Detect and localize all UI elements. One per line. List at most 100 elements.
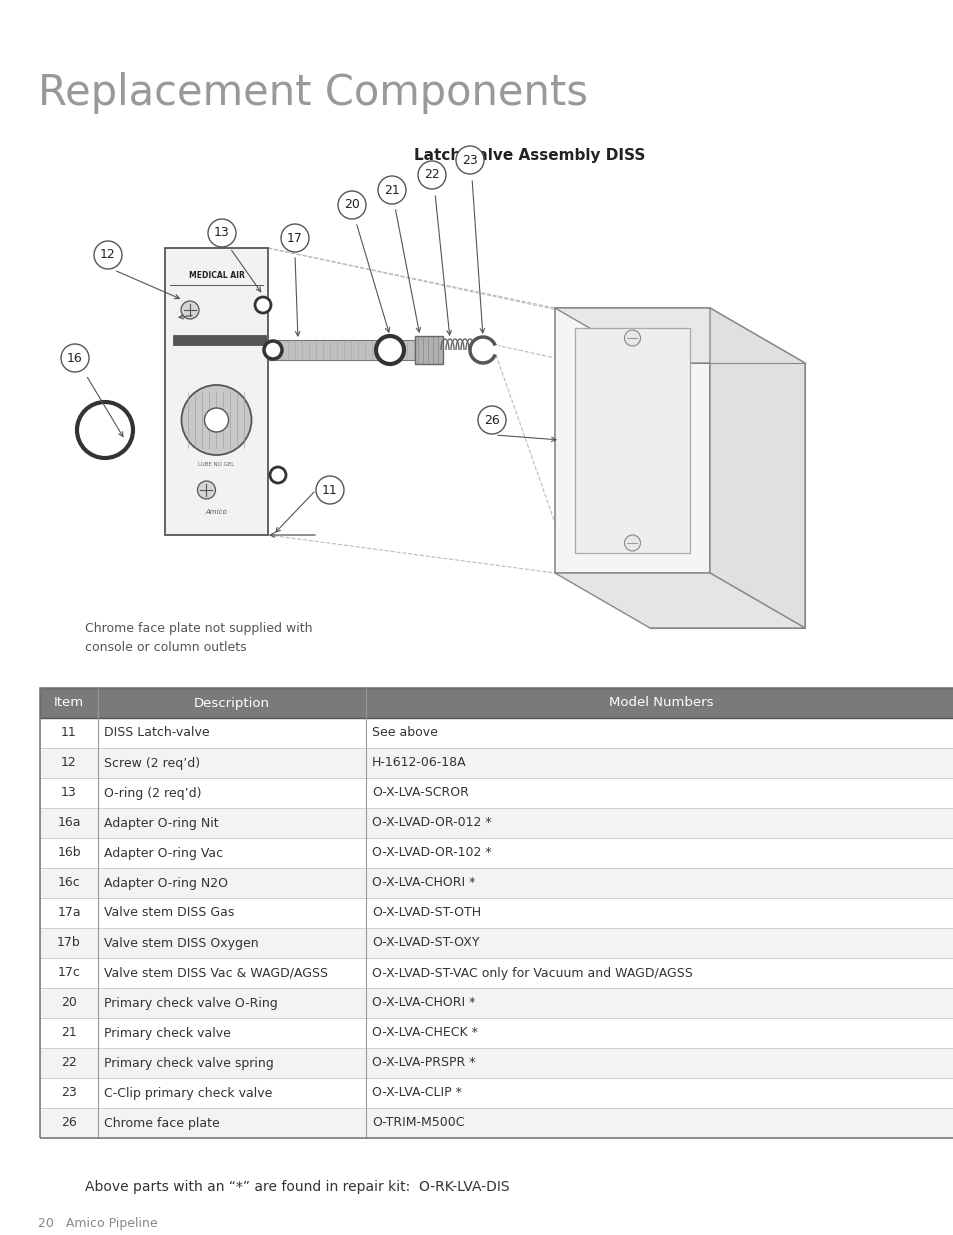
Text: Chrome face plate: Chrome face plate: [104, 1116, 219, 1130]
FancyBboxPatch shape: [172, 335, 266, 345]
Text: 12: 12: [61, 757, 77, 769]
Text: Description: Description: [193, 697, 270, 709]
Polygon shape: [555, 308, 804, 363]
Text: 26: 26: [61, 1116, 77, 1130]
FancyBboxPatch shape: [268, 340, 430, 359]
Text: 22: 22: [424, 168, 439, 182]
Text: 17: 17: [287, 231, 303, 245]
Text: O-X-LVA-CHECK *: O-X-LVA-CHECK *: [372, 1026, 477, 1040]
Text: 16b: 16b: [57, 846, 81, 860]
Text: Adapter O-ring Nit: Adapter O-ring Nit: [104, 816, 218, 830]
Text: Chrome face plate not supplied with
console or column outlets: Chrome face plate not supplied with cons…: [85, 622, 313, 655]
Text: 23: 23: [461, 153, 477, 167]
Circle shape: [204, 408, 229, 432]
Text: O-X-LVA-SCROR: O-X-LVA-SCROR: [372, 787, 468, 799]
FancyBboxPatch shape: [40, 688, 953, 718]
Circle shape: [94, 241, 122, 269]
FancyBboxPatch shape: [40, 927, 953, 958]
Text: O-X-LVAD-ST-OXY: O-X-LVAD-ST-OXY: [372, 936, 479, 950]
Circle shape: [254, 296, 271, 312]
Text: Amico: Amico: [206, 509, 227, 515]
Text: O-X-LVAD-OR-012 *: O-X-LVAD-OR-012 *: [372, 816, 491, 830]
FancyBboxPatch shape: [40, 778, 953, 808]
FancyBboxPatch shape: [40, 1108, 953, 1137]
Text: O-X-LVAD-ST-OTH: O-X-LVAD-ST-OTH: [372, 906, 480, 920]
Circle shape: [377, 177, 406, 204]
Text: 16: 16: [67, 352, 83, 364]
FancyBboxPatch shape: [40, 988, 953, 1018]
Text: DISS Latch-valve: DISS Latch-valve: [104, 726, 210, 740]
Text: Adapter O-ring N2O: Adapter O-ring N2O: [104, 877, 228, 889]
Text: See above: See above: [372, 726, 437, 740]
Text: MEDICAL AIR: MEDICAL AIR: [189, 270, 244, 279]
Circle shape: [477, 406, 505, 433]
Text: Screw (2 req’d): Screw (2 req’d): [104, 757, 200, 769]
FancyBboxPatch shape: [40, 1018, 953, 1049]
Polygon shape: [709, 308, 804, 629]
FancyBboxPatch shape: [40, 958, 953, 988]
Text: 26: 26: [483, 414, 499, 426]
Text: O-X-LVA-PRSPR *: O-X-LVA-PRSPR *: [372, 1056, 475, 1070]
Text: 20   Amico Pipeline: 20 Amico Pipeline: [38, 1216, 157, 1230]
FancyBboxPatch shape: [415, 336, 442, 364]
Text: 16a: 16a: [57, 816, 81, 830]
Circle shape: [270, 467, 286, 483]
Circle shape: [181, 301, 199, 319]
Text: Primary check valve: Primary check valve: [104, 1026, 231, 1040]
Circle shape: [470, 337, 496, 363]
Text: O-TRIM-M500C: O-TRIM-M500C: [372, 1116, 464, 1130]
Circle shape: [417, 161, 446, 189]
FancyBboxPatch shape: [40, 868, 953, 898]
Circle shape: [61, 345, 89, 372]
Circle shape: [456, 146, 483, 174]
Text: 12: 12: [100, 248, 115, 262]
Text: O-X-LVA-CHORI *: O-X-LVA-CHORI *: [372, 997, 475, 1009]
Text: O-X-LVA-CLIP *: O-X-LVA-CLIP *: [372, 1087, 461, 1099]
Text: Item: Item: [54, 697, 84, 709]
Text: Replacement Components: Replacement Components: [38, 72, 587, 114]
Text: 16c: 16c: [57, 877, 80, 889]
Text: Latch Valve Assembly DISS: Latch Valve Assembly DISS: [414, 148, 645, 163]
Text: Valve stem DISS Gas: Valve stem DISS Gas: [104, 906, 234, 920]
Circle shape: [281, 224, 309, 252]
Text: 17c: 17c: [57, 967, 80, 979]
Circle shape: [264, 341, 282, 359]
FancyBboxPatch shape: [40, 839, 953, 868]
Text: H-1612-06-18A: H-1612-06-18A: [372, 757, 466, 769]
Text: 13: 13: [61, 787, 77, 799]
Circle shape: [337, 191, 366, 219]
FancyBboxPatch shape: [40, 808, 953, 839]
Text: Primary check valve spring: Primary check valve spring: [104, 1056, 274, 1070]
Circle shape: [77, 403, 132, 458]
Text: O-X-LVAD-OR-102 *: O-X-LVAD-OR-102 *: [372, 846, 491, 860]
Text: C-Clip primary check valve: C-Clip primary check valve: [104, 1087, 273, 1099]
FancyBboxPatch shape: [165, 248, 268, 535]
Text: 13: 13: [213, 226, 230, 240]
Circle shape: [208, 219, 235, 247]
Text: 22: 22: [61, 1056, 77, 1070]
Text: Above parts with an “*” are found in repair kit:  O-RK-LVA-DIS: Above parts with an “*” are found in rep…: [85, 1179, 509, 1194]
Text: Valve stem DISS Oxygen: Valve stem DISS Oxygen: [104, 936, 258, 950]
Text: LUBE NO GEL: LUBE NO GEL: [198, 462, 234, 468]
Text: 11: 11: [61, 726, 77, 740]
FancyBboxPatch shape: [40, 1078, 953, 1108]
Polygon shape: [555, 308, 709, 573]
Text: O-X-LVAD-ST-VAC only for Vacuum and WAGD/AGSS: O-X-LVAD-ST-VAC only for Vacuum and WAGD…: [372, 967, 692, 979]
Circle shape: [181, 385, 252, 454]
Text: O-X-LVA-CHORI *: O-X-LVA-CHORI *: [372, 877, 475, 889]
Text: 21: 21: [61, 1026, 77, 1040]
Text: 17b: 17b: [57, 936, 81, 950]
Text: Primary check valve O-Ring: Primary check valve O-Ring: [104, 997, 277, 1009]
Circle shape: [624, 535, 639, 551]
Text: O-ring (2 req’d): O-ring (2 req’d): [104, 787, 201, 799]
Circle shape: [315, 475, 344, 504]
Text: 20: 20: [61, 997, 77, 1009]
Polygon shape: [555, 573, 804, 629]
Polygon shape: [575, 329, 689, 553]
FancyBboxPatch shape: [40, 898, 953, 927]
FancyBboxPatch shape: [40, 718, 953, 748]
Circle shape: [375, 336, 403, 364]
Circle shape: [624, 330, 639, 346]
Text: 17a: 17a: [57, 906, 81, 920]
Text: 11: 11: [322, 483, 337, 496]
